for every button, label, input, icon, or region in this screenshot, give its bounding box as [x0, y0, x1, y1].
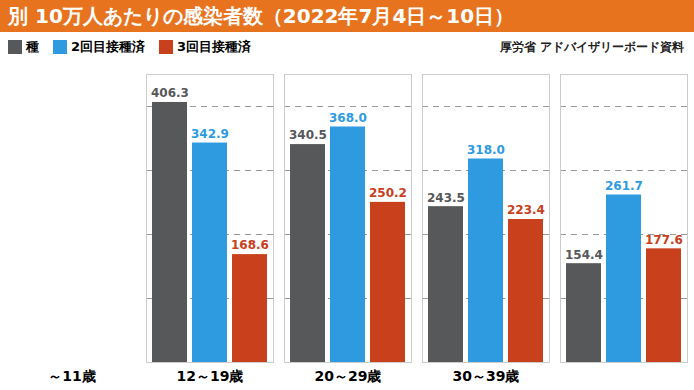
svg-text:168.6: 168.6 [231, 238, 269, 252]
svg-text:223.4: 223.4 [507, 203, 545, 217]
svg-text:～11歳: ～11歳 [48, 368, 95, 384]
svg-text:177.6: 177.6 [645, 233, 683, 247]
html-text:別 10万人あたりの感染者数（2022年7月4日～10日）: 別 10万人あたりの感染者数（2022年7月4日～10日） [8, 4, 515, 28]
svg-text:12～19歳: 12～19歳 [177, 368, 244, 384]
html-text:2回目接種済: 2回目接種済 [71, 39, 145, 54]
svg-text:243.5: 243.5 [427, 191, 465, 205]
svg-text:250.2: 250.2 [369, 186, 407, 200]
html-text:厚労省 アドバイザリーボード資料: 厚労省 アドバイザリーボード資料 [499, 39, 684, 54]
svg-text:318.0: 318.0 [467, 143, 505, 157]
svg-text:340.5: 340.5 [289, 128, 327, 142]
html-text:種: 種 [26, 39, 39, 54]
svg-text:261.7: 261.7 [605, 179, 643, 193]
svg-text:368.0: 368.0 [329, 111, 367, 125]
html-text:3回目接種済: 3回目接種済 [177, 39, 252, 54]
svg-text:154.4: 154.4 [565, 248, 603, 262]
svg-text:342.9: 342.9 [191, 127, 229, 141]
svg-text:406.3: 406.3 [151, 86, 189, 100]
svg-text:30～39歳: 30～39歳 [453, 368, 520, 384]
svg-text:20～29歳: 20～29歳 [315, 368, 382, 384]
